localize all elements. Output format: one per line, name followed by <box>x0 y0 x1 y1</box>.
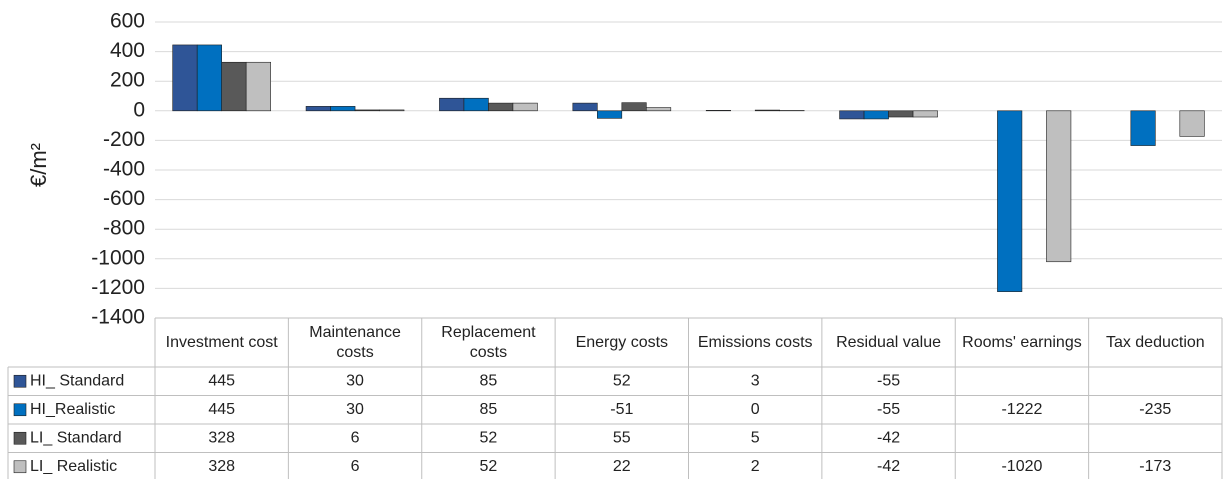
bar <box>597 110 623 119</box>
legend-label: HI_ Standard <box>30 372 124 389</box>
x-tick-label-box: Rooms' earnings <box>962 333 1082 351</box>
x-tick-label: Tax deduction <box>1105 333 1205 351</box>
x-tick-label: Emissions costs <box>697 333 813 351</box>
table-value: 328 <box>208 429 235 446</box>
table-value: -51 <box>610 401 633 418</box>
y-tick-label: -1200 <box>91 276 145 299</box>
table-value: 6 <box>351 458 360 475</box>
bar <box>572 102 598 112</box>
x-tick-label-box: Energy costs <box>575 333 669 351</box>
y-tick-label: -800 <box>103 217 145 240</box>
bar <box>646 107 672 112</box>
bar <box>305 106 331 112</box>
bar <box>512 102 538 112</box>
table-value: 5 <box>751 429 760 446</box>
y-tick-label: 600 <box>110 10 145 33</box>
x-tick-label-box: Residual value <box>836 333 942 351</box>
table-value: -42 <box>877 458 900 475</box>
table-value: -42 <box>877 429 900 446</box>
bar <box>863 110 889 120</box>
table-value: 22 <box>613 458 631 475</box>
table-value: 445 <box>208 401 235 418</box>
table-value: -1020 <box>1001 458 1042 475</box>
table-value: 2 <box>751 458 760 475</box>
table-value: 52 <box>480 458 498 475</box>
y-tick-label: -1000 <box>91 246 145 269</box>
bar <box>997 110 1023 292</box>
x-tick-label-box: Tax deduction <box>1105 333 1205 351</box>
bar <box>379 109 405 112</box>
x-tick-label-box: Replacement costs <box>441 323 536 361</box>
bar <box>354 109 380 112</box>
table-value: 85 <box>480 372 498 389</box>
table-value: -235 <box>1139 401 1171 418</box>
y-tick-label: -1400 <box>91 306 145 329</box>
y-tick-label: -600 <box>103 187 145 210</box>
bar <box>488 102 514 112</box>
bar <box>221 61 247 112</box>
x-tick-label: Replacement costs <box>441 323 536 361</box>
legend-key <box>13 460 27 474</box>
bar <box>839 110 865 120</box>
bar <box>1130 110 1156 146</box>
x-tick-label-box: Emissions costs <box>697 333 813 351</box>
x-tick-label: Energy costs <box>575 333 669 351</box>
bar <box>172 44 198 112</box>
y-tick-label: 400 <box>110 39 145 62</box>
table-value: 30 <box>346 372 364 389</box>
x-tick-label-box: Investment cost <box>165 333 278 351</box>
bar <box>754 109 780 112</box>
bar <box>196 44 222 112</box>
bar <box>1179 110 1205 137</box>
y-tick-label: -400 <box>103 158 145 181</box>
table-value: 55 <box>613 429 631 446</box>
x-tick-label: Residual value <box>836 333 942 351</box>
table-value: 52 <box>613 372 631 389</box>
table-value: 328 <box>208 458 235 475</box>
table-value: 52 <box>480 429 498 446</box>
table-value: 3 <box>751 372 760 389</box>
legend-label: HI_Realistic <box>30 401 115 418</box>
legend-key <box>13 374 27 388</box>
table-value: 30 <box>346 401 364 418</box>
legend-label: LI_ Standard <box>30 429 122 446</box>
bar <box>912 110 938 118</box>
bar <box>330 106 356 112</box>
legend-key <box>13 403 27 417</box>
table-value: -55 <box>877 372 900 389</box>
y-tick-label: 200 <box>110 69 145 92</box>
table-value: 85 <box>480 401 498 418</box>
table-value: -173 <box>1139 458 1171 475</box>
x-tick-label-box: Maintenance costs <box>309 323 401 361</box>
legend-key <box>13 431 27 445</box>
legend-label: LI_ Realistic <box>30 458 117 475</box>
table-value: -1222 <box>1001 401 1042 418</box>
table-value: 445 <box>208 372 235 389</box>
table-value: -55 <box>877 401 900 418</box>
bar <box>245 61 271 112</box>
bar <box>1046 110 1072 263</box>
bar <box>463 97 489 112</box>
y-tick-label: 0 <box>133 98 145 121</box>
table-value: 6 <box>351 429 360 446</box>
x-tick-label: Maintenance costs <box>309 323 401 361</box>
bar <box>888 110 914 118</box>
y-axis-label: €/m² <box>26 143 51 187</box>
x-tick-label: Rooms' earnings <box>962 333 1082 351</box>
table-value: 0 <box>751 401 760 418</box>
x-tick-label: Investment cost <box>165 333 278 351</box>
bar <box>621 102 647 112</box>
y-tick-label: -200 <box>103 128 145 151</box>
bar <box>439 97 465 112</box>
